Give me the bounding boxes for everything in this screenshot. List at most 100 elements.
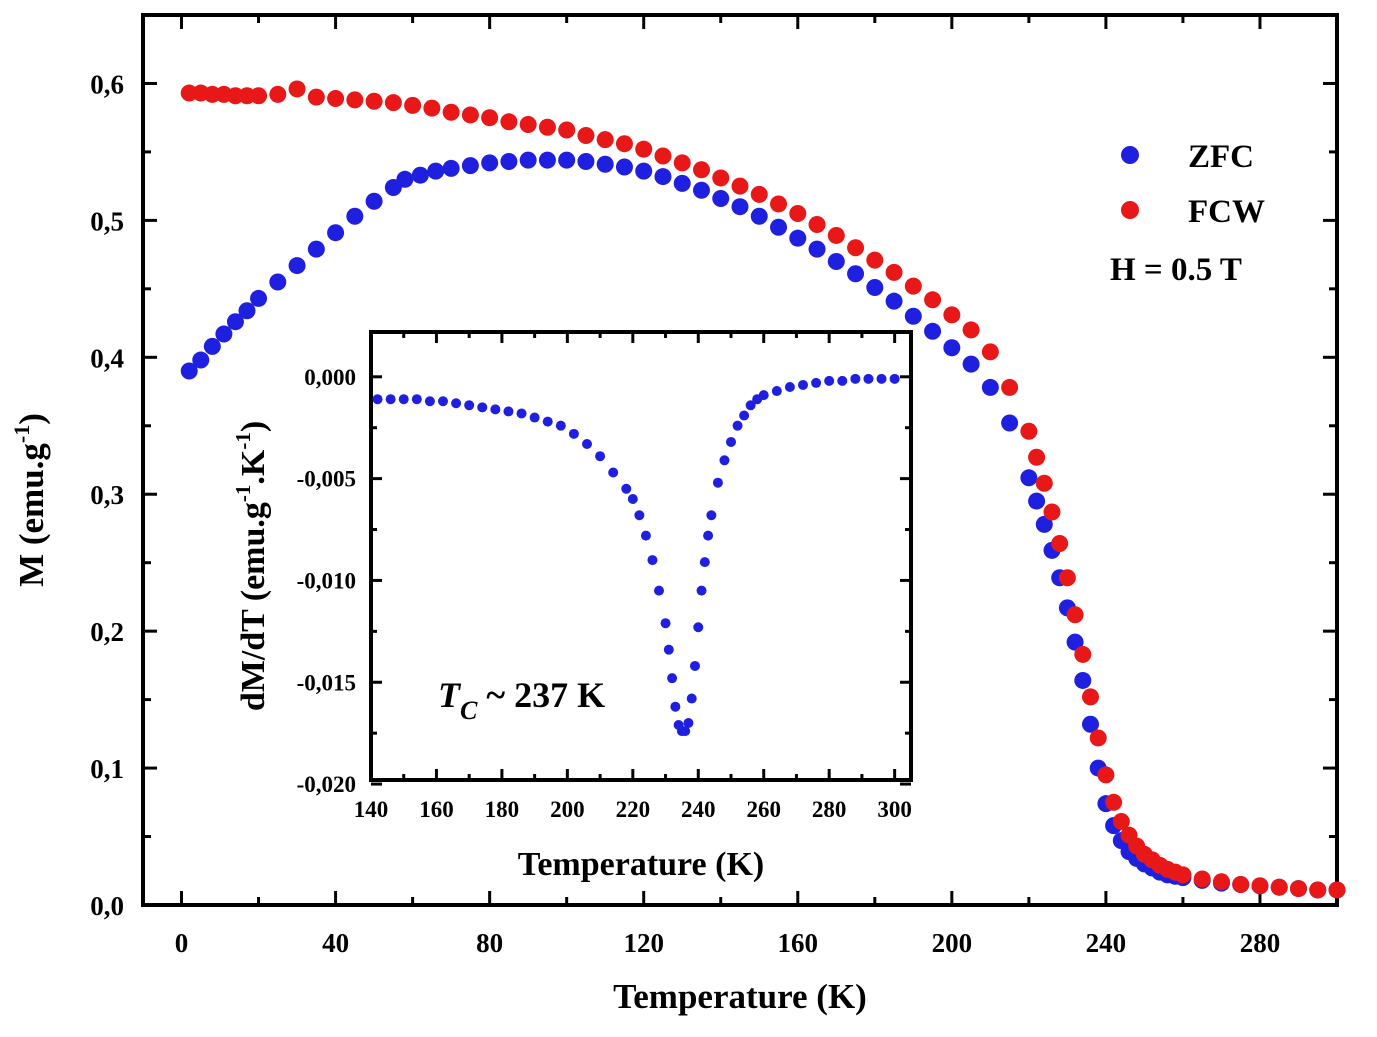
inset-x-tick-label: 260: [746, 797, 781, 822]
fcw-point: [481, 109, 499, 127]
fcw-point: [635, 140, 653, 158]
fcw-point: [1089, 729, 1107, 747]
fcw-point: [924, 291, 942, 309]
zfc-point: [673, 174, 691, 192]
dmdt-point: [608, 467, 619, 478]
fcw-point: [981, 343, 999, 361]
fcw-point: [1232, 875, 1250, 893]
dmdt-point: [739, 410, 750, 421]
legend-label-zfc: ZFC: [1188, 139, 1254, 175]
y-axis-title: M (emu.g-1): [9, 413, 51, 587]
y-axis-title-main: M (emu.g: [12, 443, 51, 587]
dmdt-point: [503, 406, 514, 417]
dmdt-point: [667, 673, 678, 684]
dmdt-point: [542, 416, 553, 427]
zfc-point: [750, 207, 768, 225]
dmdt-point: [889, 373, 900, 384]
y-tick-label: 0,6: [90, 69, 124, 99]
fcw-point: [577, 126, 595, 144]
zfc-point: [1066, 633, 1084, 651]
inset-y-title-sup1: -1: [231, 485, 255, 503]
dmdt-point: [703, 530, 714, 541]
dmdt-point: [640, 530, 651, 541]
zfc-point: [827, 252, 845, 270]
dmdt-point: [663, 644, 674, 655]
zfc-point: [1001, 414, 1019, 432]
fcw-point: [1020, 422, 1038, 440]
dmdt-point: [696, 585, 707, 596]
inset-y-title-pre: dM/dT (emu.g: [235, 502, 272, 711]
inset-y-tick-label: -0,010: [297, 568, 356, 593]
x-tick-label: 80: [476, 928, 503, 958]
dmdt-point: [424, 396, 435, 407]
dmdt-point: [771, 386, 782, 397]
dmdt-point: [398, 394, 409, 405]
fcw-point: [461, 106, 479, 124]
zfc-point: [327, 224, 345, 242]
dmdt-point: [680, 726, 691, 737]
zfc-point: [346, 207, 364, 225]
dmdt-point: [758, 390, 769, 401]
inset-y-title-close: ): [235, 421, 272, 432]
x-tick-label: 280: [1240, 928, 1281, 958]
y-tick-label: 0,5: [90, 206, 124, 236]
y-tick-label: 0,4: [90, 343, 124, 373]
zfc-point: [226, 313, 244, 331]
legend-label-fcw: FCW: [1188, 194, 1265, 230]
inset-x-tick-label: 200: [550, 797, 585, 822]
zfc-point: [411, 166, 429, 184]
legend: ZFC FCW H = 0.5 T: [1110, 139, 1265, 288]
dmdt-point: [627, 493, 638, 504]
fcw-point: [770, 195, 788, 213]
dmdt-point: [863, 373, 874, 384]
dmdt-point: [837, 375, 848, 386]
fcw-point: [384, 94, 402, 112]
zfc-point: [577, 153, 595, 171]
fcw-point: [538, 118, 556, 136]
fcw-point: [847, 239, 865, 257]
zfc-point: [924, 322, 942, 340]
fcw-point: [519, 116, 537, 134]
fcw-point: [1174, 866, 1192, 884]
fcw-point: [731, 177, 749, 195]
fcw-point: [1328, 881, 1346, 899]
fcw-point: [1058, 569, 1076, 587]
fcw-point: [307, 88, 325, 106]
dmdt-point: [621, 483, 632, 494]
zfc-point: [596, 155, 614, 173]
tc-value: ~ 237 K: [477, 675, 605, 715]
inset-x-tick-label: 300: [877, 797, 912, 822]
zfc-point: [442, 159, 460, 177]
dmdt-point: [798, 379, 808, 390]
dmdt-point: [850, 373, 861, 384]
fcw-point: [1066, 606, 1084, 624]
y-tick-label: 0,0: [90, 891, 124, 921]
zfc-point: [288, 257, 306, 275]
fcw-point: [1051, 535, 1069, 553]
zfc-point: [615, 158, 633, 176]
dmdt-point: [477, 402, 488, 413]
dmdt-point: [555, 420, 566, 431]
dmdt-point: [660, 618, 671, 629]
dmdt-point: [712, 477, 723, 488]
dmdt-point: [385, 394, 396, 405]
zfc-point: [1020, 469, 1038, 487]
fcw-point: [1074, 645, 1092, 663]
fcw-point: [1270, 878, 1288, 896]
x-tick-label: 0: [175, 928, 189, 958]
y-axis-title-close: ): [12, 413, 51, 425]
dmdt-point: [516, 408, 527, 419]
dmdt-point: [464, 400, 475, 411]
inset-frame: [369, 330, 913, 782]
zfc-point: [307, 240, 325, 258]
fcw-point: [1105, 793, 1123, 811]
inset-y-tick-label: -0,015: [297, 670, 356, 695]
y-tick-label: 0,3: [90, 480, 124, 510]
x-tick-label: 160: [778, 928, 819, 958]
y-tick-label: 0,1: [90, 754, 124, 784]
fcw-point: [673, 154, 691, 172]
zfc-point: [192, 351, 210, 369]
fcw-point: [692, 161, 710, 179]
zfc-point: [885, 292, 903, 310]
inset-series-dmdt: [372, 373, 900, 737]
